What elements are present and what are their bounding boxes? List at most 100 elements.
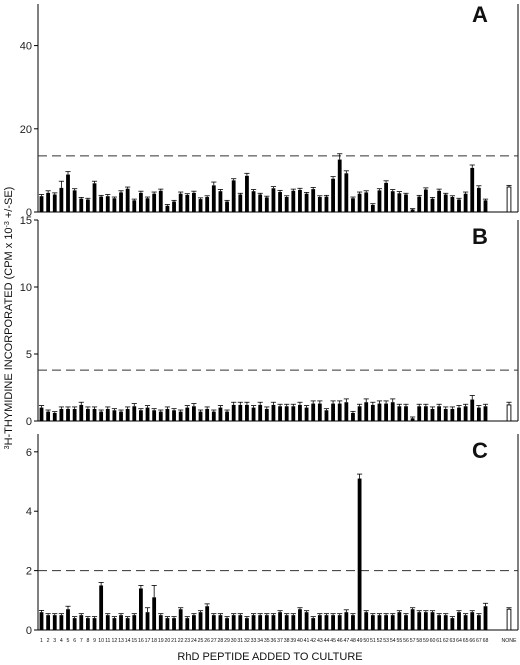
bar-32	[245, 175, 249, 212]
y-axis-title-main: H-THYMIDINE INCORPORATED (CPM x 10	[3, 227, 15, 445]
bar-66	[470, 612, 475, 630]
y-tick-label: 10	[20, 282, 32, 294]
bar-33	[251, 191, 256, 212]
bar-NONE	[506, 186, 512, 213]
bar-47	[344, 612, 349, 630]
x-tick-label: 46	[337, 638, 343, 644]
x-tick-label: 23	[184, 638, 190, 644]
bar-55	[397, 612, 402, 630]
bar-10	[99, 411, 104, 421]
x-tick-label: 63	[449, 638, 455, 644]
x-tick-label: 29	[224, 638, 230, 644]
bar-61	[437, 190, 442, 212]
bar-49	[357, 193, 362, 212]
bar-14	[125, 618, 130, 630]
x-tick-label: 59	[423, 638, 429, 644]
bar-6	[72, 618, 77, 630]
bar-61	[437, 406, 442, 421]
bar-25	[198, 612, 203, 630]
x-tick-label: 9	[93, 638, 96, 644]
bar-4	[59, 615, 64, 630]
x-tick-label: 21	[171, 638, 177, 644]
bar-67	[476, 615, 481, 630]
bar-60	[430, 198, 435, 212]
x-tick-label: 14	[125, 638, 131, 644]
bar-51	[370, 615, 375, 630]
x-tick-label: 35	[264, 638, 270, 644]
x-tick-label: 8	[86, 638, 89, 644]
bar-53	[384, 403, 388, 421]
x-tick-label: 11	[105, 638, 110, 644]
bar-37	[278, 192, 282, 212]
x-tick-label: 56	[403, 638, 409, 644]
x-tick-label: 22	[178, 638, 184, 644]
bar-52	[377, 190, 382, 212]
bar-19	[158, 411, 163, 421]
bar-18	[152, 597, 157, 630]
x-tick-label: 38	[284, 638, 290, 644]
x-tick-label: 24	[191, 638, 197, 644]
bar-18	[152, 193, 157, 212]
bar-10	[99, 196, 104, 212]
x-tick-label: 37	[277, 638, 283, 644]
bar-38	[284, 615, 289, 630]
bar-45	[331, 615, 335, 630]
bar-2	[46, 192, 51, 212]
bar-24	[192, 192, 196, 212]
bar-17	[145, 198, 150, 212]
x-tick-label: 51	[370, 638, 376, 644]
x-tick-label: 67	[476, 638, 482, 644]
bar-11	[105, 408, 110, 421]
bar-13	[119, 411, 123, 421]
x-tick-label: 54	[390, 638, 396, 644]
bar-12	[112, 618, 117, 630]
bar-34	[258, 615, 263, 630]
bar-1	[39, 196, 44, 212]
bar-23	[185, 618, 190, 630]
x-tick-label: 19	[158, 638, 164, 644]
x-tick-label: 36	[271, 638, 277, 644]
x-tick-label: 61	[436, 638, 442, 644]
panel-b: 0 5 10 15 B	[20, 215, 519, 428]
bar-3	[52, 412, 57, 421]
x-tick-label: 58	[416, 638, 422, 644]
bar-46	[337, 159, 342, 212]
bar-43	[317, 197, 322, 212]
bar-1	[39, 612, 44, 630]
bar-1	[39, 407, 44, 421]
bar-8	[85, 199, 90, 212]
bar-16	[139, 410, 143, 421]
bar-65	[463, 193, 468, 212]
bar-19	[158, 615, 163, 630]
bar-62	[443, 408, 448, 421]
bar-30	[231, 404, 236, 421]
bar-26	[205, 606, 210, 630]
bar-61	[437, 615, 442, 630]
bar-13	[119, 615, 123, 630]
bar-9	[92, 408, 97, 421]
x-tick-label: 68	[483, 638, 489, 644]
x-tick-label: 34	[257, 638, 263, 644]
x-tick-label: 32	[244, 638, 250, 644]
bar-40	[298, 404, 302, 421]
bar-39	[291, 406, 296, 421]
bar-28	[218, 407, 223, 421]
bar-5	[66, 609, 70, 630]
bar-50	[364, 192, 369, 212]
bar-53	[384, 615, 388, 630]
bar-59	[423, 189, 428, 212]
bar-2	[46, 411, 51, 421]
x-tick-label: 60	[430, 638, 436, 644]
bar-26	[205, 408, 210, 421]
bar-20	[165, 408, 170, 421]
bar-58	[417, 406, 422, 421]
bar-7	[79, 615, 84, 630]
bar-51	[370, 404, 375, 421]
bar-62	[443, 615, 448, 630]
bar-56	[404, 615, 408, 630]
x-tick-label: 15	[131, 638, 137, 644]
y-tick-label: 6	[26, 447, 32, 459]
bar-52	[377, 403, 382, 421]
y-axis-title-superscript: 3	[4, 445, 11, 449]
